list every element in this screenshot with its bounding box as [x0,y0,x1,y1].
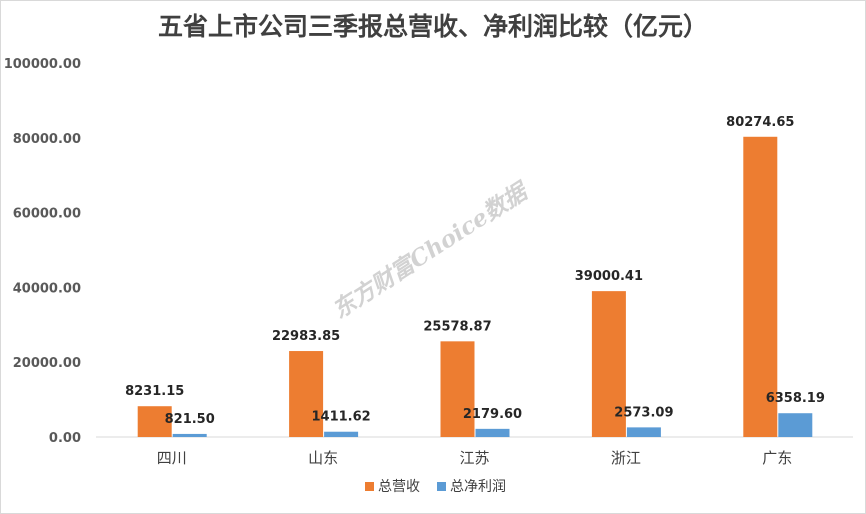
chart-title: 五省上市公司三季报总营收、净利润比较（亿元） [158,12,708,41]
bar-net-profit [475,428,510,437]
bars [137,136,813,437]
y-tick-label: 0.00 [49,431,81,446]
data-label: 6358.19 [766,391,825,406]
bar-revenue [743,136,778,437]
data-labels: 8231.15 821.50 22983.85 1411.62 25578.87 2179… [125,115,825,427]
data-label: 821.50 [165,412,215,427]
y-tick-label: 60000.00 [13,207,81,222]
legend-swatch [437,482,446,491]
bar-revenue [137,406,172,437]
bar-net-profit [626,427,661,437]
x-axis: 四川 山东 江苏 浙江 广东 [96,436,853,467]
data-label: 2179.60 [463,407,522,422]
bar-net-profit [778,413,813,437]
data-label: 39000.41 [575,269,643,284]
data-label: 22983.85 [272,329,340,344]
y-axis: 0.00 20000.00 40000.00 60000.00 80000.00 1000… [4,57,81,446]
legend-label: 总净利润 [450,479,506,495]
data-label: 80274.65 [726,115,794,130]
x-tick-label: 广东 [762,449,792,467]
x-tick-label: 四川 [157,449,187,467]
x-tick-label: 山东 [308,449,338,467]
x-tick-label: 江苏 [459,449,489,467]
bar-net-profit [172,433,207,437]
bar-revenue [591,291,626,437]
y-tick-label: 80000.00 [13,132,81,147]
data-label: 25578.87 [423,319,491,334]
watermark: 东方财富Choice数据 [328,176,535,324]
y-tick-label: 40000.00 [13,281,81,296]
data-label: 1411.62 [311,410,370,425]
bar-revenue [289,351,324,437]
watermark-text: 东方财富Choice数据 [328,176,535,324]
bar-net-profit [324,431,359,437]
legend-label: 总营收 [378,479,420,495]
data-label: 2573.09 [614,405,673,420]
bar-revenue [440,341,475,437]
legend: 总营收 总净利润 [365,479,506,495]
data-label: 8231.15 [125,384,184,399]
y-tick-label: 20000.00 [13,356,81,371]
y-tick-label: 100000.00 [4,57,81,72]
x-tick-label: 浙江 [611,449,641,467]
legend-swatch [365,482,374,491]
